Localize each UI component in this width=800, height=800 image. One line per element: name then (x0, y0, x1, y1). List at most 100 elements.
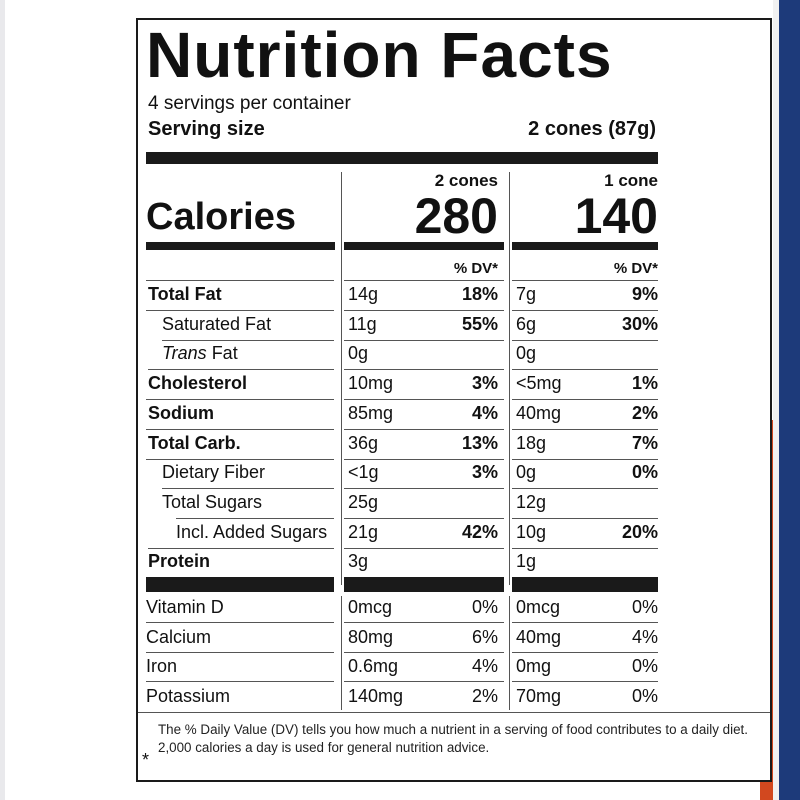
vitamin-name: Potassium (146, 685, 231, 706)
vitamin-dv-1-cone: 4% (631, 626, 658, 647)
dv-1-cone: 0% (631, 462, 658, 483)
package-edge-right (777, 0, 800, 800)
row-rule-right (512, 399, 658, 401)
vitamin-divider-left (146, 577, 334, 592)
vitamin-name: Vitamin D (146, 597, 224, 617)
row-rule-left (146, 310, 334, 311)
row-rule-mid (344, 428, 504, 430)
row-rule-mid (344, 369, 504, 371)
nutrient-name-italic: Trans (162, 343, 207, 364)
dv-1-cone: 20% (621, 521, 658, 542)
row-rule-left (162, 339, 334, 341)
vitamin-rule-right (512, 681, 658, 682)
amount-1-cone: 0g (516, 343, 537, 364)
nutrient-name: Cholesterol (148, 373, 248, 394)
vitamin-rule-right (512, 651, 658, 653)
vitamin-rule-left (146, 622, 334, 623)
dv-header-rule-left (146, 280, 334, 281)
vitamin-name: Iron (146, 656, 178, 676)
amount-1-cone: 40mg (516, 402, 562, 423)
amount-1-cone: 1g (516, 551, 537, 572)
amount-1-cone: 0g (516, 462, 537, 483)
amount-2-cones: 36g (348, 432, 379, 453)
row-rule-mid (344, 517, 504, 519)
dv-1-cone: 7% (631, 432, 658, 453)
calories-bar-mid (344, 242, 504, 250)
row-rule-left (148, 369, 334, 371)
row-rule-mid (344, 310, 504, 311)
vitamin-amount-2-cones: 0.6mg (348, 656, 399, 676)
footnote-star: * (142, 750, 150, 770)
calories-label: Calories (146, 196, 296, 238)
vitamin-divider-mid (344, 577, 504, 592)
calories-bar-right (512, 242, 658, 250)
amount-1-cone: 12g (516, 491, 547, 512)
amount-2-cones: <1g (348, 462, 379, 483)
vitamin-dv-1-cone: 0% (631, 656, 658, 676)
row-rule-right (512, 517, 658, 519)
dv-1-cone: 2% (631, 402, 658, 423)
row-rule-right (512, 547, 658, 549)
vitamin-dv-1-cone: 0% (631, 597, 658, 617)
amount-2-cones: 14g (348, 284, 379, 304)
row-rule-mid (344, 547, 504, 549)
row-rule-right (512, 458, 658, 460)
nutrient-name: Saturated Fat (162, 313, 272, 334)
amount-2-cones: 25g (348, 491, 379, 512)
vitamin-rule-mid (344, 651, 504, 653)
nutrient-name-rest: Fat (206, 343, 238, 364)
vitamin-rule-right (512, 622, 658, 623)
vitamin-amount-2-cones: 80mg (348, 626, 394, 647)
amount-2-cones: 10mg (348, 373, 394, 394)
nutrient-name: Sodium (148, 402, 214, 423)
row-rule-left (146, 458, 334, 460)
dv-header-2-cones: % DV* (453, 260, 498, 277)
vitamin-dv-2-cones: 4% (471, 656, 498, 676)
nutrient-name: Trans Fat (162, 342, 238, 364)
amount-2-cones: 21g (348, 521, 379, 542)
nutrient-name: Incl. Added Sugars (176, 521, 328, 542)
dv-2-cones: 3% (471, 462, 498, 483)
vitamin-amount-2-cones: 140mg (348, 685, 404, 706)
amount-2-cones: 11g (348, 313, 377, 334)
footnote-divider (138, 712, 770, 713)
vitamin-dv-2-cones: 2% (471, 685, 498, 706)
row-rule-mid (344, 399, 504, 401)
column-header-2-cones: 2 cones (434, 171, 498, 190)
vitamin-amount-1-cone: 40mg (516, 626, 562, 647)
row-rule-right (512, 339, 658, 341)
vitamin-name: Calcium (146, 626, 212, 647)
package-edge-left (0, 0, 5, 800)
row-rule-mid (344, 458, 504, 460)
serving-size-value: 2 cones (87g) (528, 118, 656, 140)
dv-1-cone: 9% (631, 284, 658, 304)
vitamin-dv-2-cones: 6% (471, 626, 498, 647)
amount-1-cone: <5mg (516, 373, 562, 394)
row-rule-right (512, 310, 658, 311)
row-rule-left (146, 399, 334, 401)
dv-1-cone: 30% (621, 313, 658, 334)
vitamin-rule-left (146, 681, 334, 682)
vitamin-amount-2-cones: 0mcg (348, 597, 393, 617)
row-rule-left (162, 488, 334, 490)
amount-1-cone: 7g (516, 284, 537, 304)
dv-2-cones: 18% (461, 284, 498, 304)
dv-header-rule-right (512, 280, 658, 281)
amount-2-cones: 85mg (348, 402, 394, 423)
row-rule-left (146, 428, 334, 430)
row-rule-right (512, 428, 658, 430)
vitamin-dv-1-cone: 0% (631, 685, 658, 706)
calories-bar-left (146, 242, 335, 250)
nutrient-name: Protein (148, 551, 211, 572)
dv-header-rule-mid (344, 280, 504, 281)
vitamin-rule-mid (344, 622, 504, 623)
dv-header-1-cone: % DV* (613, 260, 658, 277)
vitamin-amount-1-cone: 0mg (516, 656, 552, 676)
amount-1-cone: 18g (516, 432, 547, 453)
vitamin-rule-mid (344, 681, 504, 682)
label-title: Nutrition Facts (146, 19, 613, 91)
amount-1-cone: 10g (516, 521, 547, 542)
column-separator-1 (341, 172, 342, 585)
calories-value-2-cones: 280 (414, 188, 498, 244)
servings-per-container: 4 servings per container (148, 93, 351, 114)
